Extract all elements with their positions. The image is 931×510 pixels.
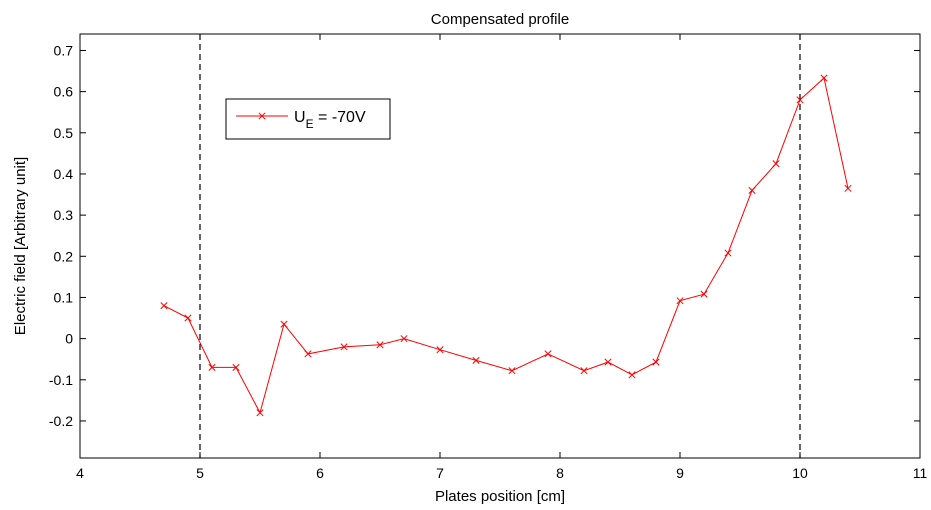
y-axis-label: Electric field [Arbitrary unit]	[12, 157, 29, 335]
data-point	[304, 350, 312, 358]
legend-marker-sample	[258, 112, 266, 120]
data-point	[772, 160, 780, 168]
data-point	[580, 367, 588, 375]
data-point	[676, 297, 684, 305]
legend: UE = -70V	[225, 98, 391, 140]
data-point	[160, 302, 168, 310]
x-axis-ticks: 4 5 6 7 8 9 10 11	[76, 34, 927, 481]
y-tick-label: 0	[65, 331, 73, 347]
series-line	[163, 77, 849, 415]
data-point	[208, 363, 216, 371]
data-point	[844, 184, 852, 192]
data-point	[340, 343, 348, 351]
x-tick-label: 10	[792, 465, 808, 481]
data-point	[544, 350, 552, 358]
data-point	[436, 346, 444, 354]
data-point	[628, 371, 636, 379]
plot-area	[79, 33, 921, 459]
y-tick-label: 0.4	[54, 166, 74, 182]
legend-subscript: E	[306, 117, 314, 131]
data-point	[508, 367, 516, 375]
y-tick-label: -0.1	[49, 372, 73, 388]
data-point	[700, 290, 708, 298]
y-tick-label: 0.3	[54, 207, 74, 223]
series-group	[160, 74, 852, 417]
data-point	[724, 249, 732, 257]
legend-x-marker	[258, 112, 266, 120]
legend-entry: UE = -70V	[294, 109, 366, 131]
y-tick-label: 0.2	[54, 248, 74, 264]
y-tick-label: 0.5	[54, 125, 74, 141]
vertical-reference-lines	[199, 34, 801, 458]
x-tick-label: 6	[316, 465, 324, 481]
data-point	[256, 409, 264, 417]
y-tick-label: 0.6	[54, 84, 74, 100]
data-point	[472, 356, 480, 364]
data-point	[400, 335, 408, 343]
data-point	[184, 314, 192, 322]
legend-value: = -70V	[314, 109, 366, 126]
chart-title: Compensated profile	[431, 11, 569, 28]
y-tick-label: 0.1	[54, 289, 74, 305]
y-axis-ticks: -0.2 -0.1 0 0.1 0.2 0.3 0.4 0.5 0.6 0.7	[49, 42, 920, 429]
data-point	[748, 186, 756, 194]
data-point	[280, 320, 288, 328]
x-tick-label: 11	[913, 465, 928, 481]
data-point	[652, 358, 660, 366]
data-point	[232, 363, 240, 371]
y-tick-label: 0.7	[54, 42, 74, 58]
x-tick-label: 4	[76, 465, 84, 481]
x-tick-label: 8	[556, 465, 564, 481]
legend-symbol: U	[294, 109, 306, 126]
x-tick-label: 5	[196, 465, 204, 481]
data-point	[376, 341, 384, 349]
data-point	[604, 358, 612, 366]
data-point	[820, 74, 828, 82]
x-tick-label: 7	[436, 465, 444, 481]
x-tick-label: 9	[676, 465, 684, 481]
data-point	[796, 96, 804, 104]
x-axis-label: Plates position [cm]	[435, 488, 565, 505]
legend-box	[225, 98, 391, 140]
y-tick-label: -0.2	[49, 413, 73, 429]
